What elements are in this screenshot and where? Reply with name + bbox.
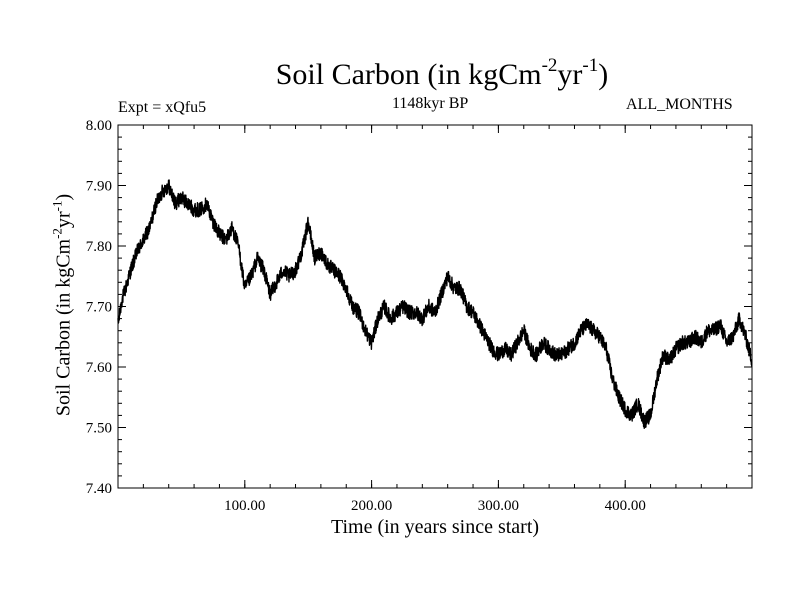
y-axis-label-text: Soil Carbon (in kgCm — [52, 238, 75, 417]
y-tick-label: 7.80 — [86, 239, 112, 255]
y-tick-label: 7.90 — [86, 179, 112, 195]
chart-title-exp1: -2 — [541, 55, 558, 76]
x-axis-label: Time (in years since start) — [330, 516, 540, 538]
y-axis-label-mid: yr — [52, 211, 75, 229]
period-label: 1148kyr BP — [392, 95, 469, 112]
chart-title: Soil Carbon (in kgCm-2yr-1) — [0, 55, 800, 92]
y-tick-label: 7.70 — [86, 300, 112, 316]
y-tick-label: 8.00 — [86, 118, 112, 134]
y-tick-label: 7.60 — [86, 360, 112, 376]
x-tick-label: 400.00 — [605, 498, 646, 514]
y-axis-label-end: ) — [52, 193, 75, 201]
x-tick-label: 100.00 — [224, 498, 265, 514]
y-axis-label: Soil Carbon (in kgCm-2yr-1) — [49, 193, 76, 417]
x-tick-label: 200.00 — [351, 498, 392, 514]
series-line-soil-carbon — [117, 179, 753, 429]
chart-title-text: Soil Carbon (in kgCm — [275, 58, 542, 91]
y-axis-label-exp2: -1 — [49, 200, 65, 212]
x-tick-label: 300.00 — [478, 498, 519, 514]
chart-title-mid: yr — [557, 58, 583, 91]
y-axis-label-exp1: -2 — [49, 228, 65, 239]
y-tick-label: 7.50 — [86, 421, 112, 437]
months-label: ALL_MONTHS — [626, 96, 733, 113]
chart-title-exp2: -1 — [582, 55, 599, 76]
experiment-label: Expt = xQfu5 — [118, 99, 207, 116]
chart-title-end: ) — [598, 58, 609, 91]
y-tick-label: 7.40 — [86, 481, 112, 497]
